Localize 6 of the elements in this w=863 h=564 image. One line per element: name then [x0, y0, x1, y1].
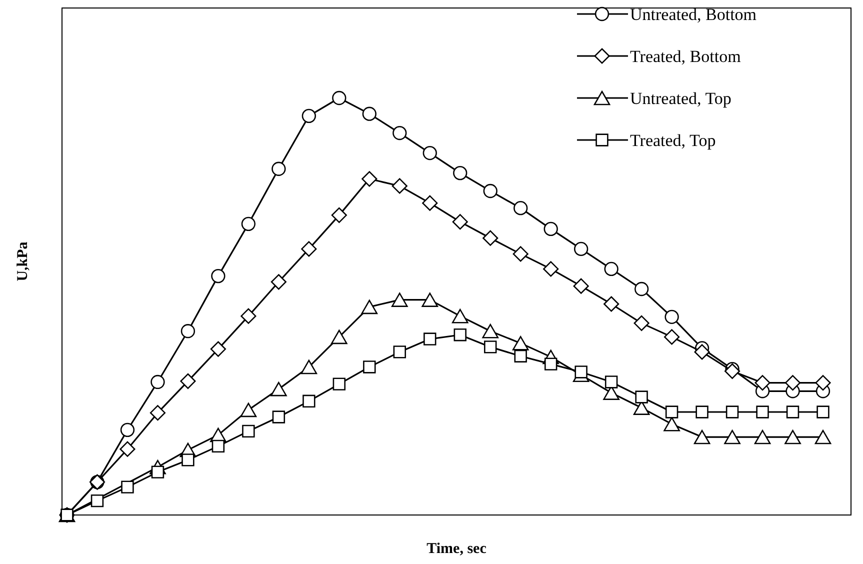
legend-label: Untreated, Bottom: [630, 5, 757, 24]
x-axis-title: Time, sec: [426, 541, 487, 557]
y-axis-title: U,kPa: [15, 241, 31, 282]
legend-label: Treated, Bottom: [630, 47, 741, 66]
legend-label: Treated, Top: [630, 131, 716, 150]
legend-label: Untreated, Top: [630, 89, 732, 108]
